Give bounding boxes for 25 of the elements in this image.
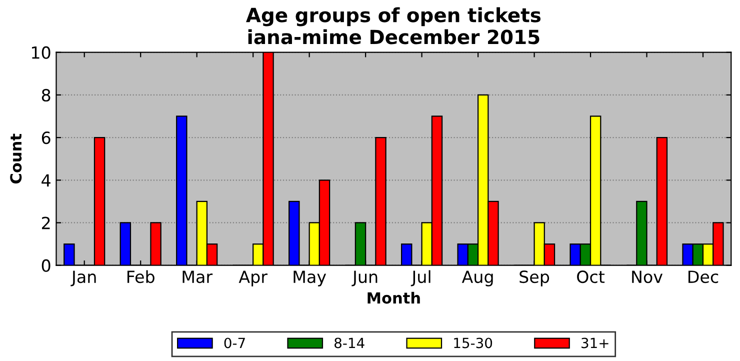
- x-tick-label: Apr: [238, 270, 268, 286]
- y-tick-label: 10: [32, 46, 50, 59]
- x-tick-label: Jan: [70, 270, 96, 286]
- x-tick-label: May: [294, 270, 326, 286]
- x-tick-label: Dec: [688, 270, 718, 284]
- x-tick-label: Nov: [632, 270, 663, 284]
- y-tick-label: 8: [42, 88, 50, 102]
- x-tick-label: Mar: [182, 270, 213, 284]
- y-tick-label: 4: [42, 174, 50, 186]
- y-axis-title: Count: [10, 134, 22, 184]
- legend-label: 15-30: [454, 338, 492, 348]
- x-tick-label: Feb: [127, 270, 154, 284]
- x-tick-label: Jul: [410, 270, 430, 286]
- y-tick-label: 6: [42, 132, 50, 144]
- y-tick-label: 2: [42, 216, 50, 230]
- x-tick-label: Sep: [520, 270, 550, 286]
- legend-label: 0-7: [224, 338, 245, 348]
- x-axis-title: Month: [368, 292, 420, 304]
- chart-title: Age groups of open tickets iana-mime December 2015: [246, 7, 541, 44]
- x-tick-label: Jun: [352, 270, 378, 286]
- x-tick-label: Oct: [577, 270, 605, 284]
- legend-label: 31+: [582, 338, 608, 348]
- y-tick-label: 0: [42, 259, 50, 272]
- legend-label: 8-14: [334, 338, 364, 348]
- x-tick-label: Aug: [462, 270, 493, 286]
